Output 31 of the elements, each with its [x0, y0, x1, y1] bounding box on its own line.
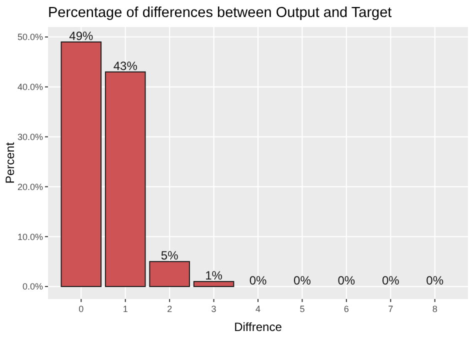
y-axis-title: Percent [3, 142, 17, 184]
data-label: 5% [160, 248, 179, 263]
y-tick-label: 40.0% [17, 82, 43, 92]
data-label: 0% [338, 274, 356, 288]
x-tick-label: 7 [388, 304, 394, 314]
x-tick-label: 6 [344, 304, 349, 314]
chart-title: Percentage of differences between Output and Target [48, 5, 392, 21]
data-label: 0% [294, 274, 312, 288]
y-tick-label: 10.0% [17, 232, 43, 242]
bar [193, 281, 234, 288]
x-tick-label: 2 [167, 304, 172, 314]
y-tick-label: 30.0% [17, 132, 43, 142]
y-tick-label: 0.0% [22, 282, 43, 292]
bar [104, 71, 146, 288]
y-tick-label: 20.0% [17, 182, 43, 192]
bar [149, 261, 190, 288]
x-tick-label: 0 [78, 304, 84, 314]
data-label: 1% [205, 268, 223, 283]
x-tick-label: 5 [300, 304, 305, 314]
y-tick-label: 50.0% [17, 32, 43, 42]
data-label: 0% [382, 274, 400, 288]
data-label: 43% [113, 58, 138, 73]
data-label: 49% [69, 28, 94, 43]
x-tick-label: 4 [255, 304, 261, 314]
bar [60, 41, 102, 288]
data-label: 0% [426, 274, 444, 288]
x-tick-label: 8 [432, 304, 438, 314]
x-tick-label: 1 [122, 304, 128, 314]
data-label: 0% [249, 274, 267, 288]
x-axis-title: Diffrence [234, 320, 282, 334]
x-tick-label: 3 [211, 304, 216, 314]
